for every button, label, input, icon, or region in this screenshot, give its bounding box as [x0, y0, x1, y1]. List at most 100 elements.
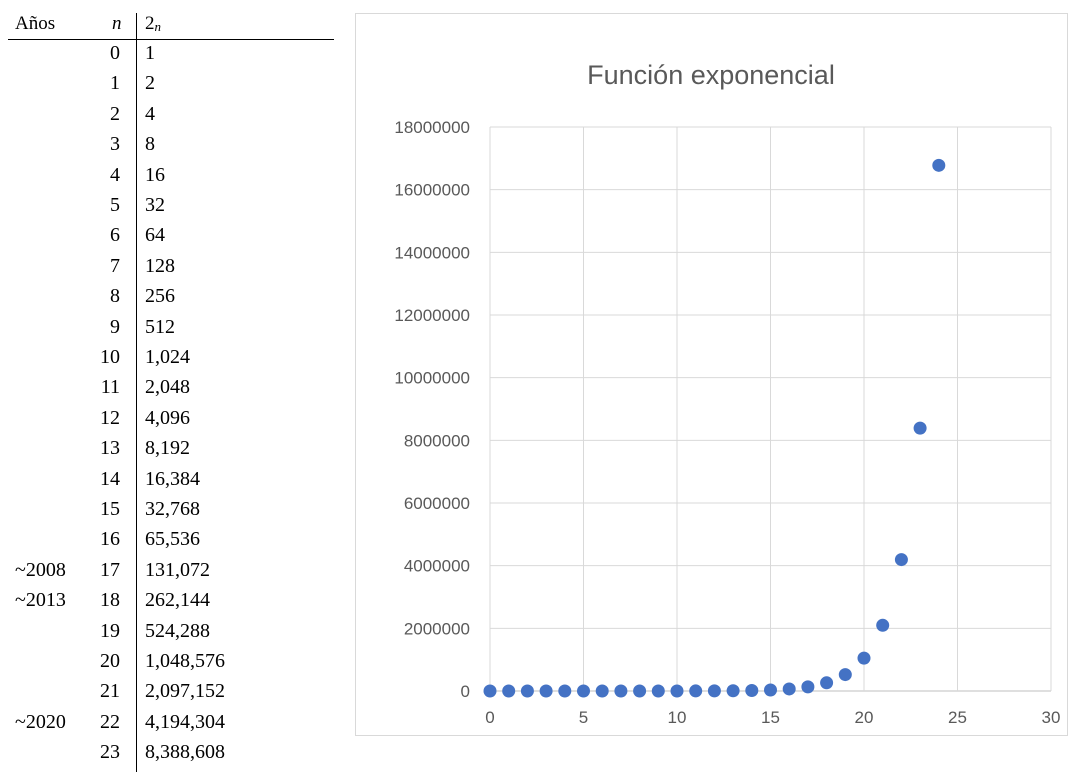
x-tick-label: 30 [1042, 708, 1061, 727]
row-n: 10 [100, 346, 120, 368]
y-tick-label: 12000000 [394, 306, 470, 325]
data-point [876, 618, 890, 632]
data-point [894, 553, 908, 567]
data-point [483, 684, 497, 698]
y-tick-label: 16000000 [394, 181, 470, 200]
row-n: 12 [100, 406, 120, 429]
row-value: 128 [145, 254, 175, 277]
row-n: 2 [110, 102, 120, 125]
row-value: 16 [145, 163, 165, 186]
data-point [801, 680, 815, 694]
row-year: ~2013 [15, 589, 66, 612]
data-point [539, 684, 553, 698]
row-n: 4 [110, 163, 120, 186]
data-point [670, 684, 684, 698]
data-point [577, 684, 590, 698]
row-value: 8,388,608 [145, 741, 225, 764]
row-year: ~2008 [15, 558, 66, 581]
row-n: 23 [100, 741, 120, 764]
row-value: 1,024 [145, 346, 190, 368]
x-tick-label: 15 [761, 708, 780, 727]
row-n: 8 [110, 285, 120, 308]
header-power-base: 2 [145, 13, 155, 34]
data-point [745, 683, 759, 697]
y-tick-label: 18000000 [394, 118, 470, 137]
y-axis-ticks: 0 2000000 4000000 6000000 8000000 10000000 120… [394, 118, 470, 701]
row-value: 262,144 [145, 589, 210, 612]
data-point [614, 684, 628, 698]
data-point [913, 421, 927, 435]
x-tick-label: 20 [855, 708, 874, 727]
row-value: 32,768 [145, 498, 200, 520]
column-divider [136, 13, 137, 772]
row-n: 9 [110, 315, 120, 338]
chart-area [355, 13, 1068, 736]
row-value: 131,072 [145, 558, 210, 581]
data-point [633, 684, 647, 698]
x-tick-label: 5 [579, 708, 588, 727]
row-n: 17 [100, 558, 120, 581]
header-power: 2n [145, 12, 161, 39]
row-value: 64 [145, 224, 165, 247]
header-n: n [112, 13, 122, 34]
x-tick-label: 10 [668, 708, 687, 727]
row-n: 16 [100, 528, 120, 551]
y-tick-label: 2000000 [404, 619, 470, 638]
data-point [689, 684, 703, 698]
row-value: 4,194,304 [145, 710, 225, 733]
row-n: 1 [110, 72, 120, 95]
row-value: 256 [145, 285, 175, 308]
row-value: 512 [145, 315, 175, 338]
data-point [932, 158, 946, 172]
row-value: 2 [145, 72, 155, 95]
data-point [707, 684, 721, 698]
row-n: 11 [100, 376, 120, 399]
row-n: 21 [100, 680, 120, 703]
x-tick-label: 0 [485, 708, 494, 727]
y-tick-label: 6000000 [404, 494, 470, 513]
row-n: 5 [110, 194, 120, 216]
row-value: 524,288 [145, 619, 210, 642]
data-point [726, 684, 740, 698]
row-n: 20 [100, 650, 120, 672]
row-n: 18 [100, 589, 120, 612]
exponential-chart: Función exponencial 0 2000000 4000000 60000… [394, 60, 1060, 727]
powers-of-two-table: Años n 2n 0 1 1 2 2 4 3 8 4 16 5 32 6 64 7 128 8 256 9 512 1… [0, 0, 340, 772]
header-power-exponent: n [154, 19, 162, 34]
row-value: 2,097,152 [145, 680, 225, 703]
data-point [558, 684, 572, 698]
row-n: 3 [110, 133, 120, 156]
header-rule [8, 39, 334, 40]
y-tick-label: 0 [461, 682, 470, 701]
data-point [764, 683, 777, 697]
data-point [520, 684, 534, 698]
row-value: 4 [145, 102, 155, 125]
data-point [595, 684, 609, 698]
header-years: Años [15, 13, 56, 34]
x-axis-ticks: 0 5 10 15 20 25 30 [485, 708, 1060, 727]
y-tick-label: 4000000 [404, 557, 470, 576]
row-n: 22 [100, 710, 120, 733]
row-n: 19 [100, 619, 120, 642]
x-tick-label: 25 [948, 708, 967, 727]
gridlines [489, 126, 1052, 692]
row-year: ~2020 [15, 710, 66, 733]
row-value: 1 [145, 42, 155, 64]
data-points [483, 158, 946, 698]
data-point [838, 668, 852, 682]
row-n: 0 [110, 42, 120, 64]
y-tick-label: 8000000 [404, 431, 470, 450]
row-value: 65,536 [145, 528, 200, 551]
y-tick-label: 10000000 [394, 369, 470, 388]
y-tick-label: 14000000 [394, 243, 470, 262]
row-value: 8,192 [145, 437, 190, 460]
row-n: 7 [110, 254, 120, 277]
row-n: 6 [110, 224, 120, 247]
row-n: 15 [100, 498, 120, 520]
row-value: 16,384 [145, 467, 200, 490]
data-point [782, 682, 796, 696]
row-value: 32 [145, 194, 165, 216]
data-point [857, 651, 871, 665]
data-point [502, 684, 516, 698]
row-value: 1,048,576 [145, 650, 225, 672]
